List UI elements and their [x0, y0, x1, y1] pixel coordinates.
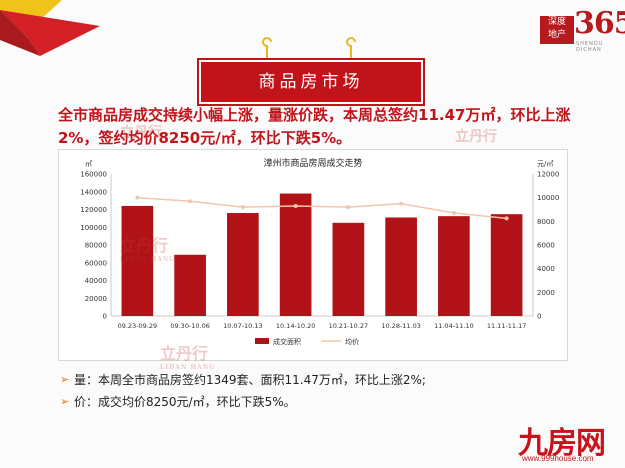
right-tick-label: 8000	[537, 218, 555, 226]
line-point	[188, 199, 193, 204]
watermark-sub: LIDAN HANG	[160, 364, 216, 371]
bullet-text: 量：本周全市商品房签约1349套、面积11.47万㎡，环比上涨2%;	[74, 372, 426, 387]
brand-box: 深度 地产	[540, 16, 574, 44]
x-tick-label: 10.21-10.27	[329, 322, 369, 330]
left-tick-label: 20000	[85, 295, 107, 303]
bullet-item: ➢ 价：成交均价8250元/㎡，环比下跌5%。	[60, 390, 600, 412]
right-tick-label: 0	[537, 313, 541, 321]
x-tick-label: 10.28-11.03	[381, 322, 421, 330]
left-tick-label: 160000	[80, 171, 107, 179]
arrow-bullet-icon: ➢	[60, 394, 70, 408]
x-tick-label: 11.04-11.10	[434, 322, 474, 330]
brand-logo: 深度 地产 365 SHENDU DICHAN	[540, 6, 625, 53]
banner-hook-icon	[262, 37, 272, 62]
watermark: 立丹行	[120, 122, 162, 142]
legend-bar-swatch	[255, 338, 269, 344]
left-axis-label: ㎡	[85, 160, 92, 168]
left-tick-label: 60000	[85, 259, 107, 267]
chart-svg: 漳州市商品房周成交走势02000040000600008000010000012…	[80, 157, 559, 346]
legend-label: 成交面积	[273, 337, 301, 346]
line-series	[137, 196, 507, 220]
legend-label: 均价	[345, 337, 359, 346]
banner-hook-icon	[346, 37, 356, 62]
chart-frame: 漳州市商品房周成交走势 0 20000 40000 60000 80000 100000 12…	[58, 149, 568, 361]
left-tick-label: 140000	[80, 188, 107, 196]
headline: 全市商品房成交持续小幅上涨，量涨价跌，本周总签约11.47万㎡，环比上涨2%，签…	[58, 106, 571, 147]
bar	[279, 193, 312, 316]
chart-title: 漳州市商品房周成交走势	[263, 157, 362, 169]
watermark-text: 立丹行	[160, 344, 209, 363]
right-tick-label: 4000	[537, 265, 555, 273]
watermark: 立丹行	[455, 126, 497, 146]
right-axis-label: 元/㎡	[537, 160, 553, 168]
left-tick-label: 100000	[80, 224, 107, 232]
arrow-decoration-icon	[0, 0, 100, 56]
bullet-list: ➢ 量：本周全市商品房签约1349套、面积11.47万㎡，环比上涨2%; ➢ 价…	[60, 368, 600, 412]
arrow-bullet-icon: ➢	[60, 372, 70, 386]
banner-title: 商品房市场	[258, 72, 364, 92]
watermark-sub: LIDAN HANG	[120, 256, 176, 263]
bullet-text: 价：成交均价8250元/㎡，环比下跌5%。	[74, 394, 296, 409]
right-tick-label: 12000	[537, 171, 559, 179]
bar	[385, 217, 417, 316]
watermark: 立丹行 LIDAN HANG	[160, 340, 215, 371]
bar	[490, 214, 523, 316]
bar	[174, 254, 206, 316]
left-tick-label: 0	[103, 313, 107, 321]
right-tick-label: 10000	[537, 194, 559, 202]
x-tick-label: 10.14-10.20	[276, 322, 316, 330]
watermark-text: 立丹行	[455, 129, 497, 145]
x-tick-label: 11.11-11.17	[487, 322, 527, 330]
site-logo: 九房网 www.999house.com	[518, 418, 622, 464]
line-point	[399, 201, 404, 206]
right-tick-label: 2000	[537, 289, 555, 297]
line-point	[504, 216, 509, 221]
bullet-item: ➢ 量：本周全市商品房签约1349套、面积11.47万㎡，环比上涨2%;	[60, 368, 600, 390]
watermark-text: 立丹行	[120, 236, 169, 255]
site-logo-text: 九房网	[518, 426, 606, 461]
line-point	[293, 203, 298, 208]
watermark: 立丹行 LIDAN HANG	[120, 232, 175, 263]
bar	[438, 216, 470, 316]
brand-box-line1: 深度	[547, 17, 566, 27]
brand-number: 365	[574, 6, 625, 41]
brand-subtitle: SHENDU DICHAN	[576, 41, 604, 53]
bar	[332, 222, 365, 316]
left-tick-label: 120000	[80, 206, 107, 214]
bar	[227, 213, 259, 316]
line-point	[240, 205, 245, 210]
watermark-text: 立丹行	[120, 125, 162, 141]
line-point	[451, 211, 456, 216]
line-point	[346, 205, 351, 210]
bar	[121, 205, 154, 316]
site-logo-url: www.999house.com	[522, 454, 594, 463]
x-tick-label: 09.23-09.29	[118, 322, 158, 330]
left-tick-label: 80000	[85, 242, 107, 250]
right-tick-label: 6000	[537, 242, 555, 250]
left-tick-label: 40000	[85, 277, 107, 285]
brand-box-line2: 地产	[547, 30, 566, 40]
x-tick-label: 09.30-10.06	[170, 322, 210, 330]
x-tick-label: 10.07-10.13	[223, 322, 263, 330]
section-banner: 商品房市场	[199, 60, 423, 104]
line-point	[135, 195, 140, 200]
